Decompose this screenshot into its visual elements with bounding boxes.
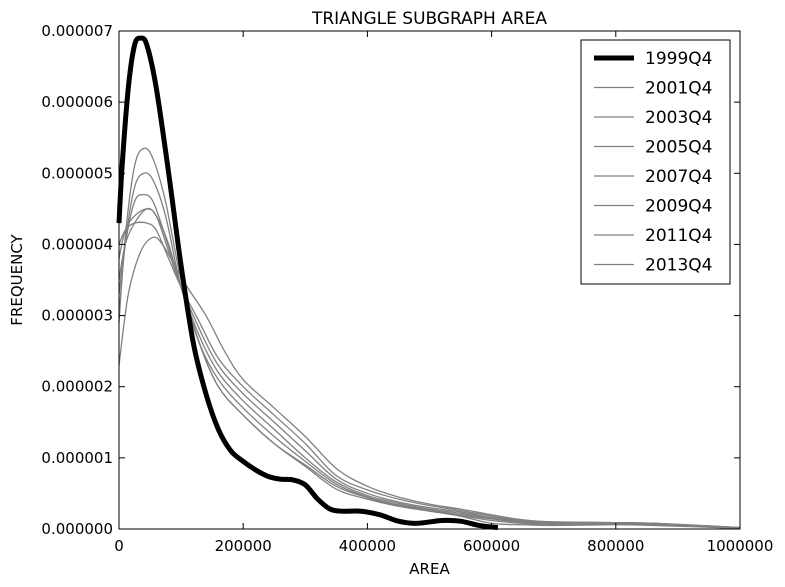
x-tick-label: 800000 [587, 537, 644, 555]
series-layer [116, 35, 741, 531]
x-tick-label: 600000 [463, 537, 520, 555]
series-line-2005Q4 [118, 193, 741, 529]
legend-label-2001Q4: 2001Q4 [645, 79, 712, 99]
y-tick-label: 0.000001 [41, 449, 113, 467]
legend-label-1999Q4: 1999Q4 [645, 49, 712, 69]
x-axis-label: AREA [409, 560, 450, 578]
legend-label-2007Q4: 2007Q4 [645, 167, 712, 187]
series-line-2013Q4 [118, 236, 741, 529]
x-tick-label: 0 [114, 537, 124, 555]
legend-label-2009Q4: 2009Q4 [645, 197, 712, 217]
tick-labels-layer: 0 200000 400000 600000 800000 1000000 0.000000… [41, 22, 773, 555]
y-axis-label: FREQUENCY [8, 233, 26, 325]
x-tick-label: 1000000 [707, 537, 774, 555]
chart-title: TRIANGLE SUBGRAPH AREA [311, 9, 547, 29]
plot-frame [118, 30, 741, 530]
y-tick-label: 0.000003 [41, 307, 113, 325]
x-tick-label: 200000 [215, 537, 272, 555]
x-tick-label: 400000 [339, 537, 396, 555]
legend-label-2003Q4: 2003Q4 [645, 108, 712, 128]
legend-label-2013Q4: 2013Q4 [645, 256, 712, 276]
series-line-2003Q4 [118, 172, 741, 529]
series-line-2009Q4 [118, 208, 741, 529]
y-tick-label: 0.000002 [41, 378, 113, 396]
series-line-2001Q4 [118, 147, 741, 529]
legend: 1999Q4 2001Q4 2003Q4 2005Q4 2007Q4 2009Q4 2011… [580, 39, 731, 285]
series-line-1999Q4 [116, 35, 499, 531]
legend-box [580, 39, 731, 285]
legend-label-2011Q4: 2011Q4 [645, 226, 712, 246]
y-tick-label: 0.000004 [41, 235, 113, 253]
legend-label-2005Q4: 2005Q4 [645, 138, 712, 158]
y-tick-label: 0.000007 [41, 22, 113, 40]
y-tick-label: 0.000006 [41, 93, 113, 111]
y-tick-label: 0.000005 [41, 164, 113, 182]
y-tick-label: 0.000000 [41, 520, 113, 538]
